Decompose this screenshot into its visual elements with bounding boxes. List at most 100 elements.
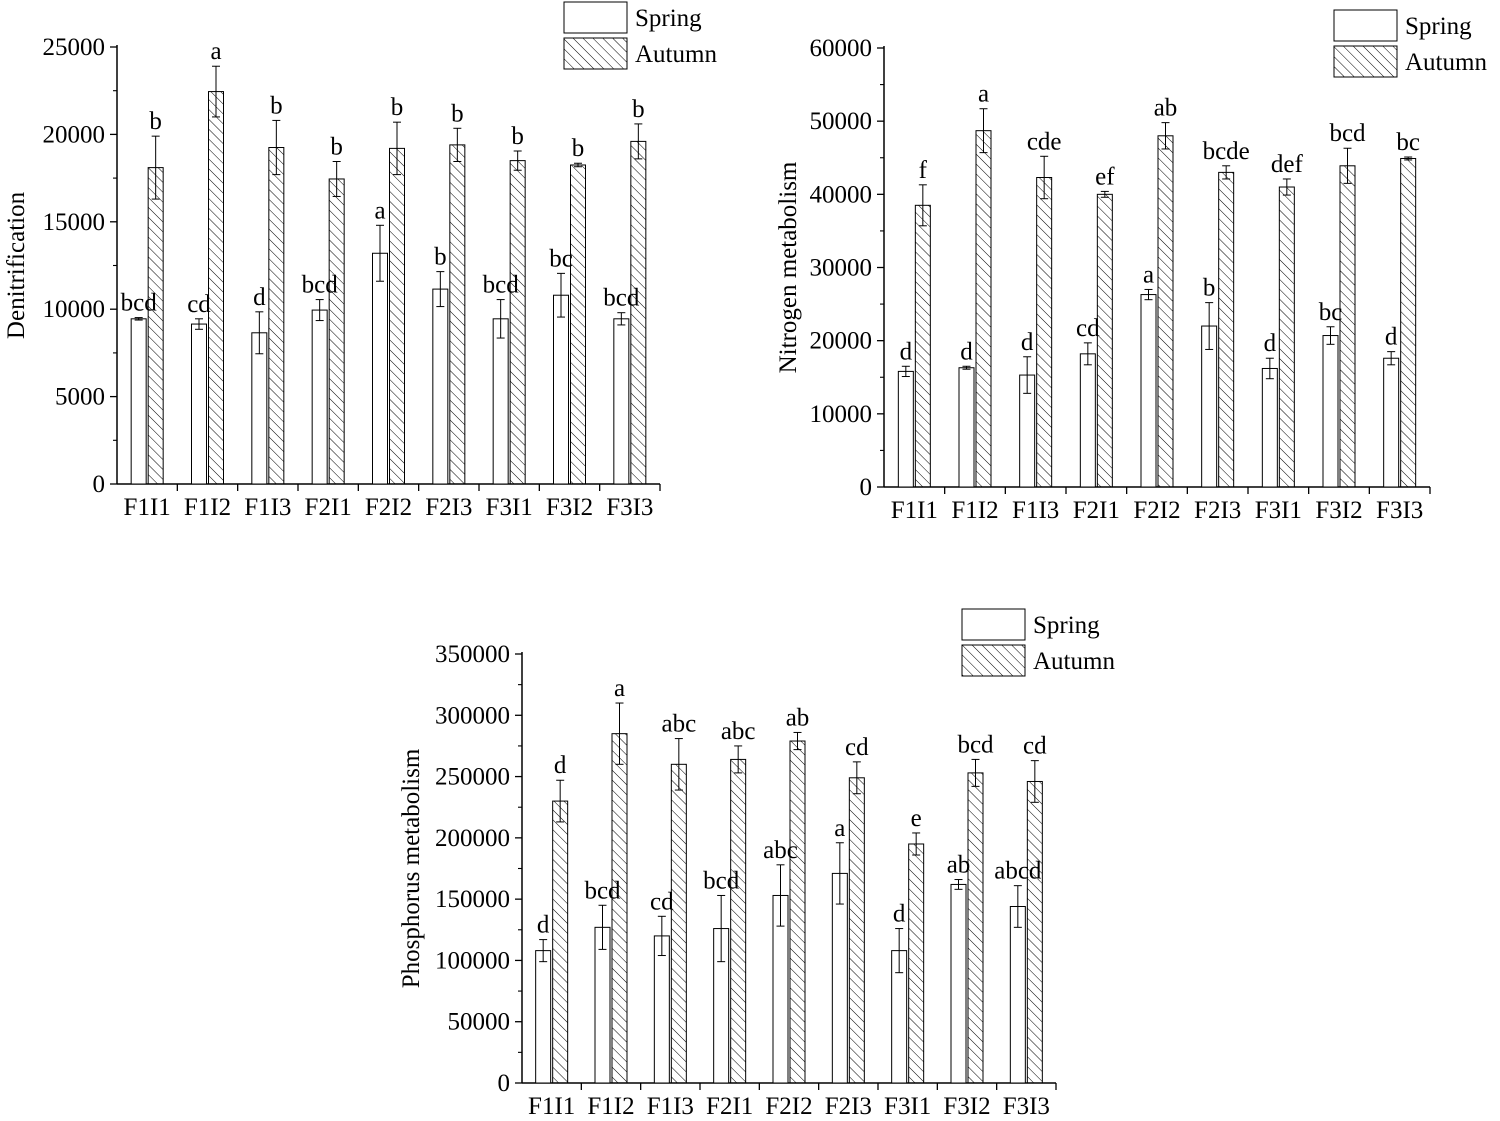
y-tick-label: 20000 — [810, 328, 873, 355]
spring-significance-letter: a — [1143, 261, 1154, 288]
y-tick-label: 0 — [498, 1070, 511, 1097]
spring-bar — [251, 332, 268, 485]
spring-bar — [130, 318, 147, 485]
legend-swatch-autumn — [961, 644, 1026, 677]
autumn-bar — [848, 777, 865, 1084]
y-axis-title: Nitrogen metabolism — [775, 161, 802, 373]
y-axis-title: Denitrification — [3, 191, 30, 339]
autumn-bar — [147, 167, 164, 485]
legend-label-spring: Spring — [1033, 612, 1100, 639]
spring-bar — [1383, 357, 1400, 488]
x-tick-label: F3I2 — [546, 494, 593, 521]
autumn-bar — [1400, 157, 1417, 488]
autumn-significance-letter: ef — [1095, 163, 1115, 190]
autumn-bar — [630, 140, 647, 485]
phosphorus-metabolism-chart: 0 50000 100000 150000 200000 250000 300000 3500… — [398, 608, 1115, 1120]
y-tick-label: 10000 — [810, 401, 873, 428]
autumn-bar — [509, 160, 526, 485]
autumn-significance-letter: bcd — [957, 731, 994, 758]
spring-bar — [1140, 294, 1157, 488]
legend-swatch-spring — [563, 1, 628, 34]
autumn-significance-letter: b — [572, 135, 585, 162]
spring-significance-letter: d — [1264, 330, 1277, 357]
autumn-significance-letter: cd — [845, 734, 869, 761]
legend-label-spring: Spring — [1405, 13, 1472, 40]
autumn-significance-letter: f — [919, 157, 928, 184]
y-tick-label: 50000 — [448, 1009, 511, 1036]
x-tick-label: F2I1 — [305, 494, 352, 521]
autumn-significance-letter: a — [210, 38, 221, 65]
legend-swatch-autumn — [1333, 45, 1398, 78]
autumn-significance-letter: bcd — [1329, 120, 1366, 147]
legend-swatch-autumn — [563, 37, 628, 70]
y-tick-label: 20000 — [43, 121, 106, 148]
x-tick-label: F3I1 — [1255, 497, 1302, 524]
autumn-significance-letter: a — [614, 675, 625, 702]
spring-bar — [372, 252, 388, 485]
x-tick-label: F2I3 — [825, 1093, 872, 1120]
autumn-bar — [611, 733, 628, 1084]
spring-bar — [191, 323, 207, 485]
x-tick-label: F3I1 — [884, 1093, 931, 1120]
y-tick-label: 150000 — [435, 886, 510, 913]
y-tick-label: 350000 — [435, 641, 510, 668]
autumn-significance-letter: abc — [661, 711, 696, 738]
spring-significance-letter: d — [893, 901, 906, 928]
y-tick-label: 50000 — [810, 108, 873, 135]
autumn-bar — [268, 147, 285, 485]
x-tick-label: F1I1 — [124, 494, 171, 521]
y-tick-label: 100000 — [435, 947, 510, 974]
y-tick-label: 200000 — [435, 825, 510, 852]
autumn-significance-letter: cd — [1023, 733, 1047, 760]
autumn-significance-letter: b — [511, 123, 524, 150]
autumn-bar — [1157, 135, 1174, 488]
autumn-bar — [1096, 193, 1113, 488]
x-tick-label: F1I2 — [184, 494, 231, 521]
spring-bar — [432, 288, 449, 485]
autumn-significance-letter: e — [911, 805, 922, 832]
x-tick-label: F2I2 — [765, 1093, 812, 1120]
autumn-bar — [975, 130, 992, 488]
y-tick-label: 250000 — [435, 764, 510, 791]
x-tick-label: F1I2 — [587, 1093, 634, 1120]
spring-significance-letter: cd — [650, 888, 674, 915]
x-tick-label: F1I2 — [951, 497, 998, 524]
autumn-significance-letter: bcde — [1203, 138, 1250, 165]
autumn-bar — [789, 740, 806, 1084]
spring-bar — [492, 318, 509, 485]
autumn-bar — [449, 144, 466, 485]
autumn-significance-letter: b — [391, 94, 404, 121]
spring-significance-letter: a — [374, 197, 385, 224]
x-tick-label: F1I1 — [528, 1093, 575, 1120]
spring-bar — [1079, 353, 1096, 488]
spring-significance-letter: b — [434, 244, 447, 271]
x-tick-label: F3I3 — [606, 494, 653, 521]
autumn-bar — [914, 204, 931, 488]
legend-label-spring: Spring — [635, 5, 702, 32]
autumn-bar — [208, 91, 224, 485]
spring-bar — [311, 309, 328, 485]
y-tick-label: 15000 — [43, 209, 106, 236]
autumn-significance-letter: cde — [1027, 128, 1062, 155]
autumn-bar — [1339, 165, 1356, 488]
autumn-significance-letter: b — [451, 100, 464, 127]
spring-significance-letter: cd — [187, 291, 211, 318]
x-tick-label: F3I3 — [1003, 1093, 1050, 1120]
denitrification-chart: 0 5000 10000 15000 20000 25000 Denitrification… — [3, 1, 717, 521]
x-tick-label: F2I1 — [706, 1093, 753, 1120]
x-tick-label: F3I2 — [943, 1093, 990, 1120]
legend-swatch-spring — [961, 608, 1026, 641]
autumn-bar — [1036, 177, 1053, 488]
autumn-bar — [570, 164, 586, 485]
spring-bar — [1322, 335, 1339, 488]
legend-label-autumn: Autumn — [1405, 49, 1487, 76]
spring-bar — [1009, 905, 1026, 1084]
spring-significance-letter: d — [537, 912, 550, 939]
y-tick-label: 5000 — [55, 384, 105, 411]
y-tick-label: 300000 — [435, 702, 510, 729]
y-axis-title: Phosphorus metabolism — [398, 748, 425, 988]
nitrogen-metabolism-chart: 0 10000 20000 30000 40000 50000 60000 Nitrogen … — [775, 9, 1487, 524]
x-tick-label: F2I2 — [1133, 497, 1180, 524]
legend-swatch-spring — [1333, 9, 1398, 42]
